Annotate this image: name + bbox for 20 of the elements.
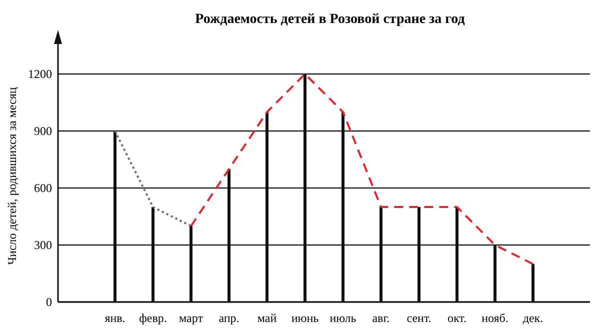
x-tick-label: апр.	[218, 311, 240, 325]
x-tick-label: нояб.	[482, 311, 508, 325]
x-tick-label: июнь	[291, 311, 320, 325]
y-tick-label: 0	[46, 295, 52, 310]
chart-title: Рождаемость детей в Розовой стране за год	[195, 12, 465, 27]
x-tick-label: янв.	[104, 311, 126, 325]
line-series	[190, 73, 534, 265]
y-tick-label: 1200	[28, 67, 52, 82]
x-tick-label: март	[179, 311, 204, 325]
x-tick-label: май	[257, 311, 278, 325]
y-axis-title: Число детей, родившихся за месяц	[5, 86, 19, 265]
x-tick-label: февр.	[139, 311, 167, 325]
x-tick-label: авг.	[372, 311, 390, 325]
x-tick-label: окт.	[447, 311, 467, 325]
y-tick-label: 900	[34, 124, 52, 138]
x-tick-label: дек.	[522, 311, 544, 325]
x-tick-label: сент.	[406, 311, 432, 325]
x-tick-label: июль	[330, 311, 357, 325]
y-tick-label: 600	[34, 181, 52, 196]
y-tick-label: 300	[34, 238, 52, 252]
